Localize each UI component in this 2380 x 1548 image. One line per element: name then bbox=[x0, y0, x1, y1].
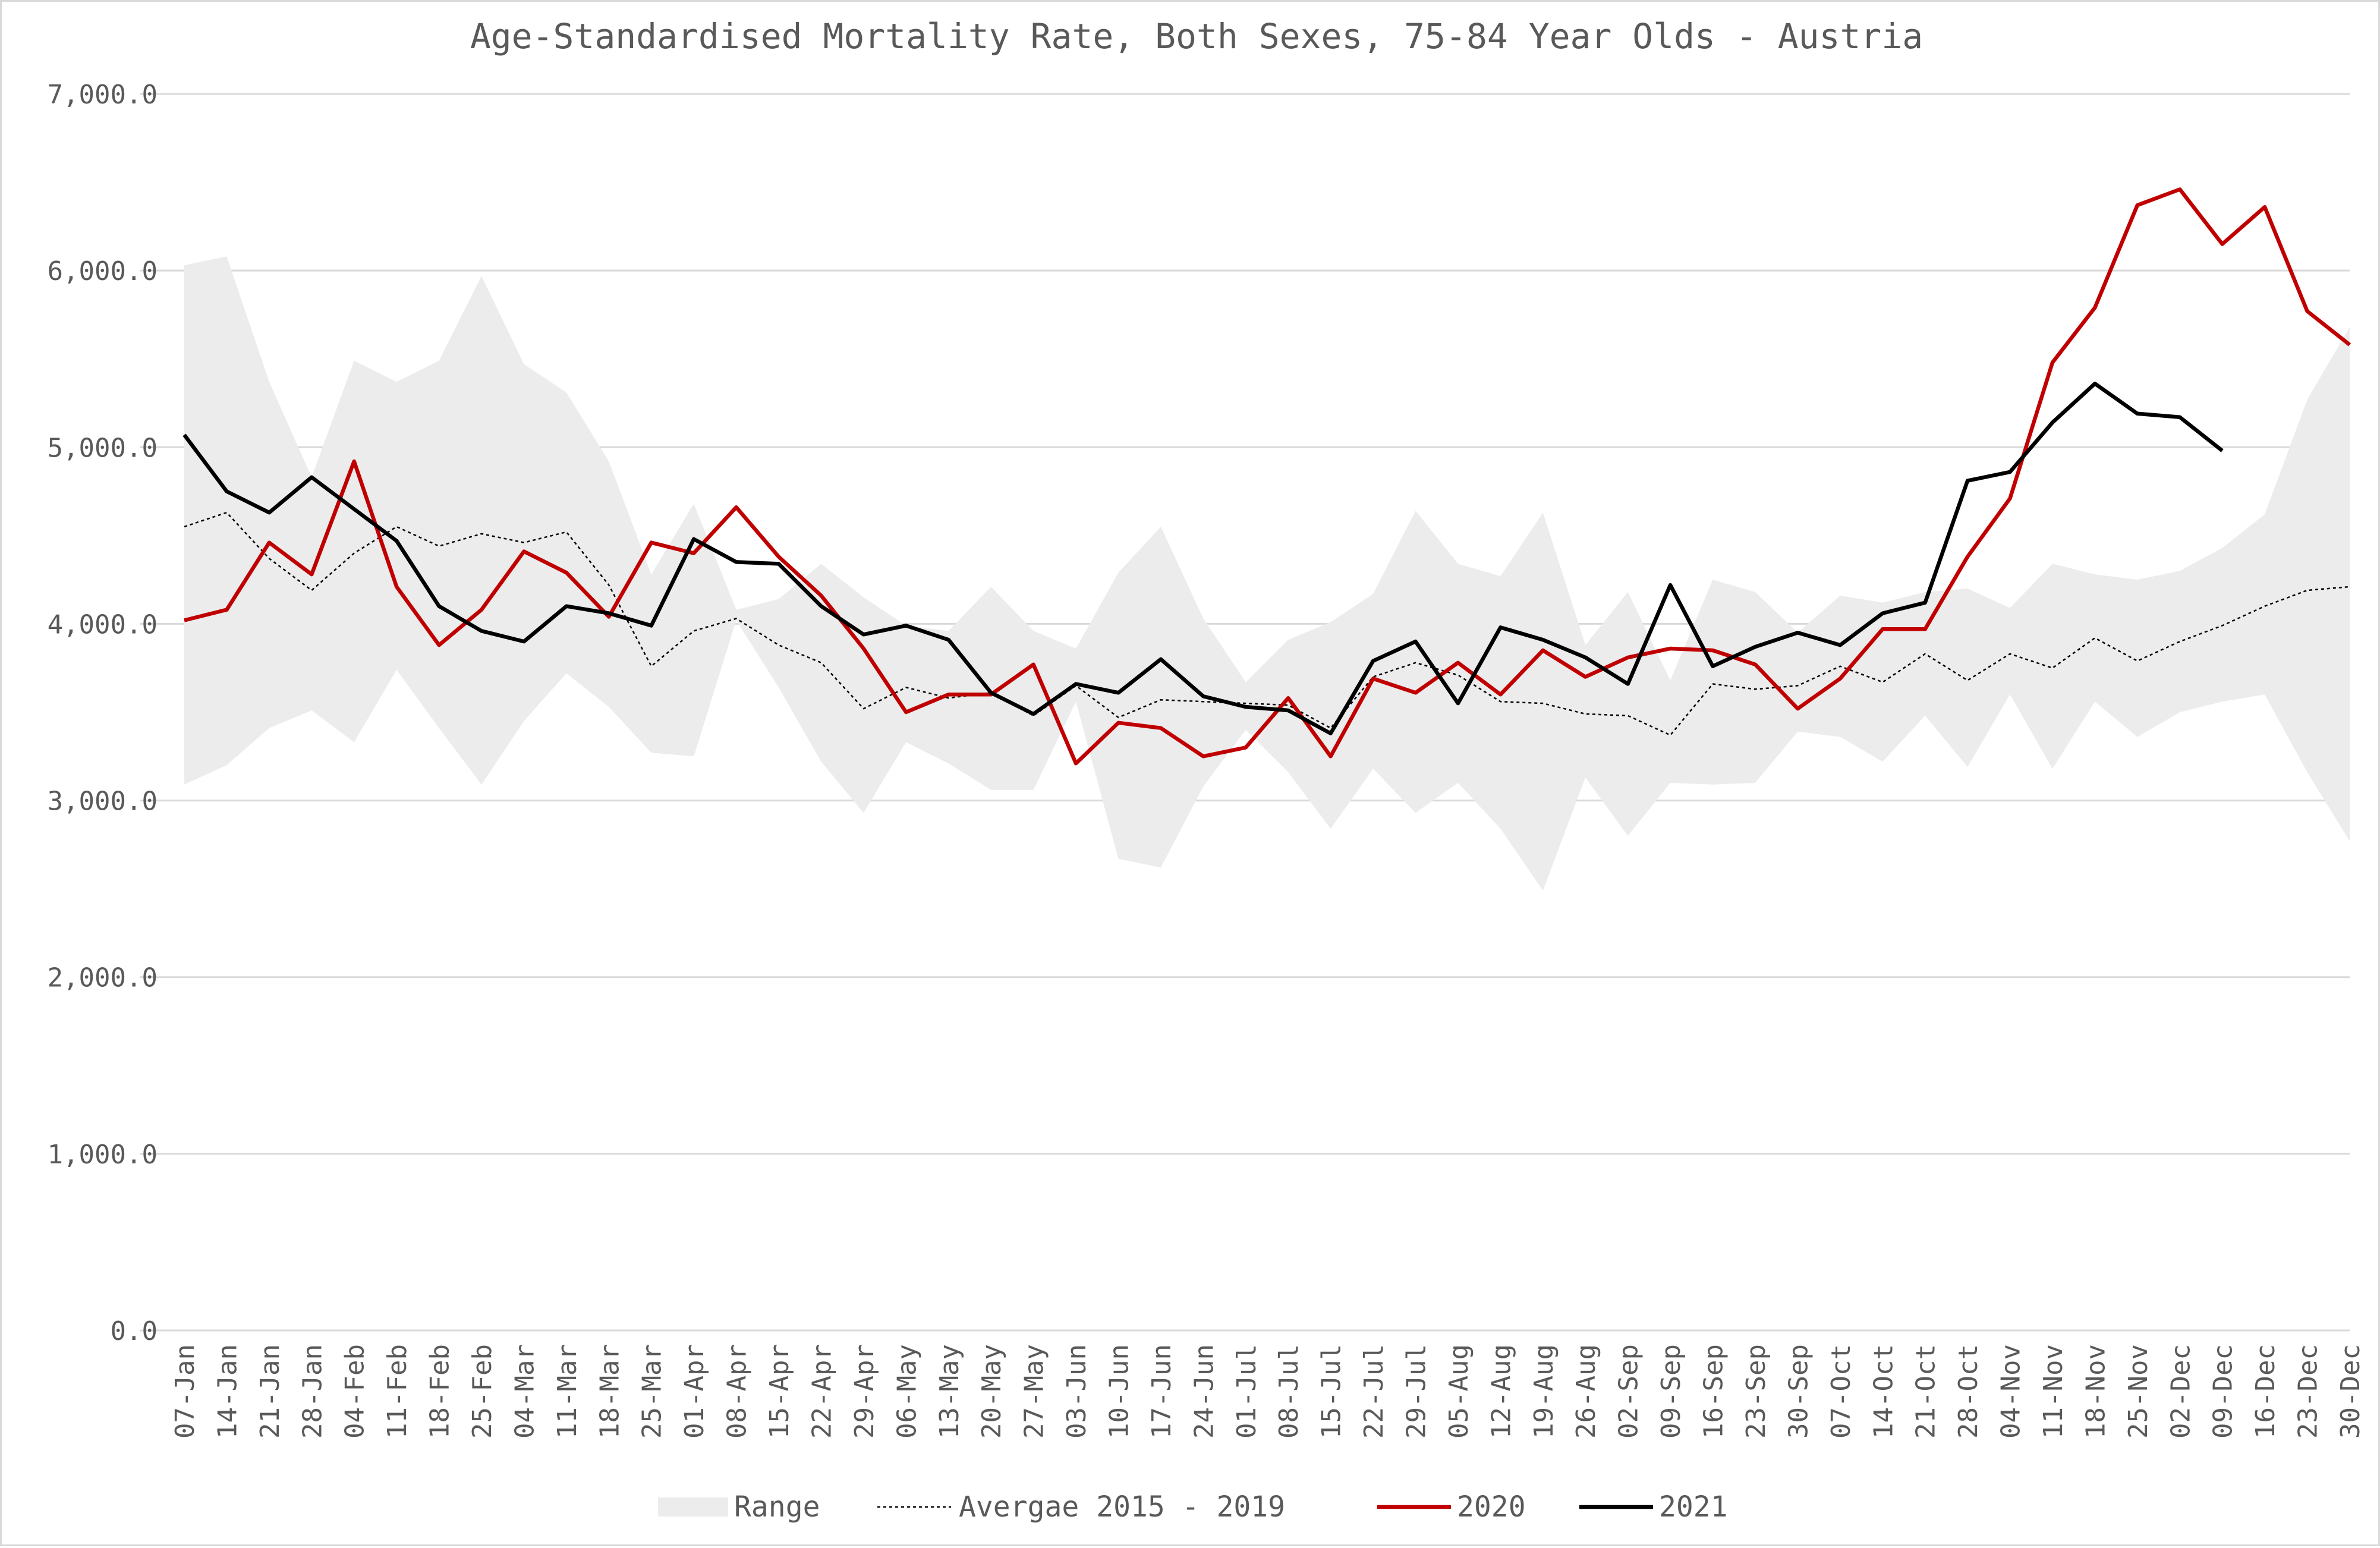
x-tick-label: 26-Aug bbox=[1571, 1344, 1601, 1439]
x-tick-label: 14-Oct bbox=[1868, 1344, 1899, 1439]
x-tick-label: 15-Jul bbox=[1317, 1344, 1347, 1439]
x-tick-label: 07-Oct bbox=[1826, 1344, 1856, 1439]
x-tick-label: 04-Mar bbox=[509, 1344, 540, 1439]
x-tick-label: 04-Nov bbox=[1996, 1344, 2026, 1439]
x-tick-label: 09-Dec bbox=[2208, 1344, 2239, 1439]
x-tick-label: 06-May bbox=[892, 1344, 922, 1439]
x-tick-label: 25-Mar bbox=[637, 1344, 668, 1439]
x-tick-label: 23-Sep bbox=[1741, 1344, 1771, 1439]
y-tick-label: 5,000.0 bbox=[48, 433, 158, 463]
x-tick-label: 24-Jun bbox=[1189, 1344, 1219, 1439]
x-tick-label: 22-Jul bbox=[1359, 1344, 1389, 1439]
x-tick-label: 21-Jan bbox=[255, 1344, 285, 1439]
y-tick-label: 4,000.0 bbox=[48, 609, 158, 640]
y-tick-label: 6,000.0 bbox=[48, 256, 158, 287]
y-tick-label: 0.0 bbox=[111, 1316, 158, 1346]
y-tick-label: 2,000.0 bbox=[48, 963, 158, 993]
x-tick-label: 17-Jun bbox=[1147, 1344, 1177, 1439]
x-tick-label: 30-Sep bbox=[1783, 1344, 1814, 1439]
x-tick-label: 01-Apr bbox=[679, 1344, 710, 1439]
y-axis-ticks: 0.0 1,000.0 2,000.0 3,000.0 4,000.0 5,000.0 6,… bbox=[48, 80, 158, 1346]
x-tick-label: 09-Sep bbox=[1656, 1344, 1686, 1439]
x-tick-label: 08-Jul bbox=[1274, 1344, 1304, 1439]
x-tick-label: 02-Dec bbox=[2165, 1344, 2196, 1439]
x-tick-label: 04-Feb bbox=[340, 1344, 370, 1439]
x-tick-label: 12-Aug bbox=[1486, 1344, 1516, 1439]
legend-swatch-range bbox=[658, 1497, 728, 1516]
x-tick-label: 13-May bbox=[934, 1344, 965, 1439]
x-tick-label: 21-Oct bbox=[1911, 1344, 1941, 1439]
x-tick-label: 02-Sep bbox=[1614, 1344, 1644, 1439]
x-tick-label: 25-Feb bbox=[467, 1344, 498, 1439]
x-tick-label: 20-May bbox=[977, 1344, 1007, 1439]
x-tick-label: 11-Nov bbox=[2038, 1344, 2069, 1439]
x-tick-label: 08-Apr bbox=[722, 1344, 753, 1439]
x-axis-ticks: 07-Jan 14-Jan 21-Jan 28-Jan 04-Feb 11-Feb 18-F… bbox=[170, 1344, 2366, 1439]
x-tick-label: 01-Jul bbox=[1232, 1344, 1262, 1439]
x-tick-label: 10-Jun bbox=[1104, 1344, 1134, 1439]
x-tick-label: 22-Apr bbox=[807, 1344, 837, 1439]
x-tick-label: 05-Aug bbox=[1444, 1344, 1474, 1439]
x-tick-label: 25-Nov bbox=[2123, 1344, 2154, 1439]
x-tick-label: 30-Dec bbox=[2335, 1344, 2366, 1439]
legend-label: 2021 bbox=[1659, 1490, 1728, 1524]
legend-label: Avergae 2015 - 2019 bbox=[959, 1490, 1285, 1524]
chart-title: Age-Standardised Mortality Rate, Both Se… bbox=[470, 16, 1923, 56]
x-tick-label: 16-Sep bbox=[1699, 1344, 1729, 1439]
x-tick-label: 28-Jan bbox=[297, 1344, 328, 1439]
x-tick-label: 03-Jun bbox=[1062, 1344, 1092, 1439]
x-tick-label: 28-Oct bbox=[1953, 1344, 1984, 1439]
x-tick-label: 18-Mar bbox=[594, 1344, 625, 1439]
x-tick-label: 11-Mar bbox=[552, 1344, 583, 1439]
legend: Range Avergae 2015 - 2019 2020 2021 bbox=[658, 1490, 1728, 1524]
legend-label: 2020 bbox=[1457, 1490, 1526, 1524]
x-tick-label: 18-Nov bbox=[2080, 1344, 2111, 1439]
legend-label-range: Range bbox=[734, 1490, 820, 1524]
x-tick-label: 18-Feb bbox=[425, 1344, 455, 1439]
x-tick-label: 23-Dec bbox=[2293, 1344, 2324, 1439]
y-tick-label: 1,000.0 bbox=[48, 1140, 158, 1170]
y-tick-label: 3,000.0 bbox=[48, 786, 158, 817]
x-tick-label: 15-Apr bbox=[764, 1344, 795, 1439]
x-tick-label: 16-Dec bbox=[2250, 1344, 2281, 1439]
x-tick-label: 29-Jul bbox=[1402, 1344, 1432, 1439]
x-tick-label: 27-May bbox=[1019, 1344, 1050, 1439]
x-tick-label: 19-Aug bbox=[1529, 1344, 1559, 1439]
x-tick-label: 14-Jan bbox=[212, 1344, 243, 1439]
x-tick-label: 07-Jan bbox=[170, 1344, 200, 1439]
x-tick-label: 29-Apr bbox=[849, 1344, 880, 1439]
y-tick-label: 7,000.0 bbox=[48, 80, 158, 110]
x-tick-label: 11-Feb bbox=[382, 1344, 413, 1439]
